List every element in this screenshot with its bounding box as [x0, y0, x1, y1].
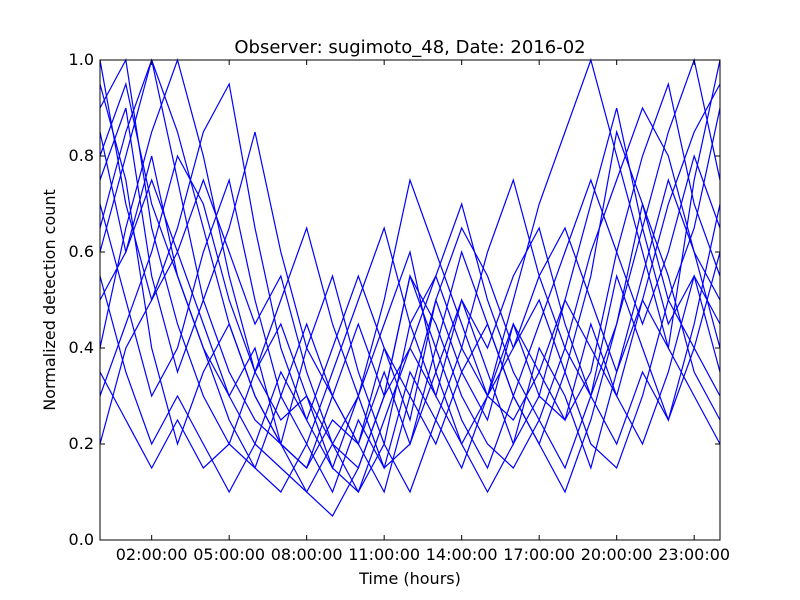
series-line-8 [99, 226, 721, 494]
x-tick-label-1: 02:00:00 [116, 545, 188, 564]
y-tick-label-1: 0.0 [69, 530, 94, 549]
ticks-layer: 02:00:00 05:00:00 08:00:00 11:00:00 14:00:00… [69, 50, 731, 564]
x-tick-label-3: 08:00:00 [271, 545, 343, 564]
series-line-12 [99, 82, 721, 494]
series-line-10 [99, 59, 721, 493]
y-tick-label-2: 0.2 [69, 434, 94, 453]
x-axis-label: Time (hours) [358, 569, 461, 588]
series-line-1 [99, 81, 721, 493]
series-line-7 [99, 81, 721, 494]
x-tick-label-5: 14:00:00 [426, 545, 498, 564]
series-line-14 [99, 225, 721, 470]
series-line-15 [99, 131, 721, 470]
series-line-11 [99, 83, 721, 494]
series-line-5 [99, 57, 721, 494]
series-line-9 [99, 107, 721, 494]
x-tick-label-6: 17:00:00 [503, 545, 575, 564]
x-tick-label-4: 11:00:00 [348, 545, 420, 564]
x-tick-label-8: 23:00:00 [658, 545, 730, 564]
y-tick-label-3: 0.4 [69, 338, 94, 357]
series-line-13 [99, 58, 721, 470]
plot-frame [99, 59, 721, 541]
chart-title: Observer: sugimoto_48, Date: 2016-02 [234, 37, 585, 58]
x-tick-label-7: 20:00:00 [581, 545, 653, 564]
y-tick-label-5: 0.8 [69, 146, 94, 165]
y-tick-label-6: 1.0 [69, 50, 94, 69]
y-axis-label: Normalized detection count [40, 189, 59, 411]
y-tick-label-4: 0.6 [69, 242, 94, 261]
series-layer [99, 57, 721, 517]
x-tick-label-2: 05:00:00 [193, 545, 265, 564]
series-line-3 [99, 59, 721, 469]
